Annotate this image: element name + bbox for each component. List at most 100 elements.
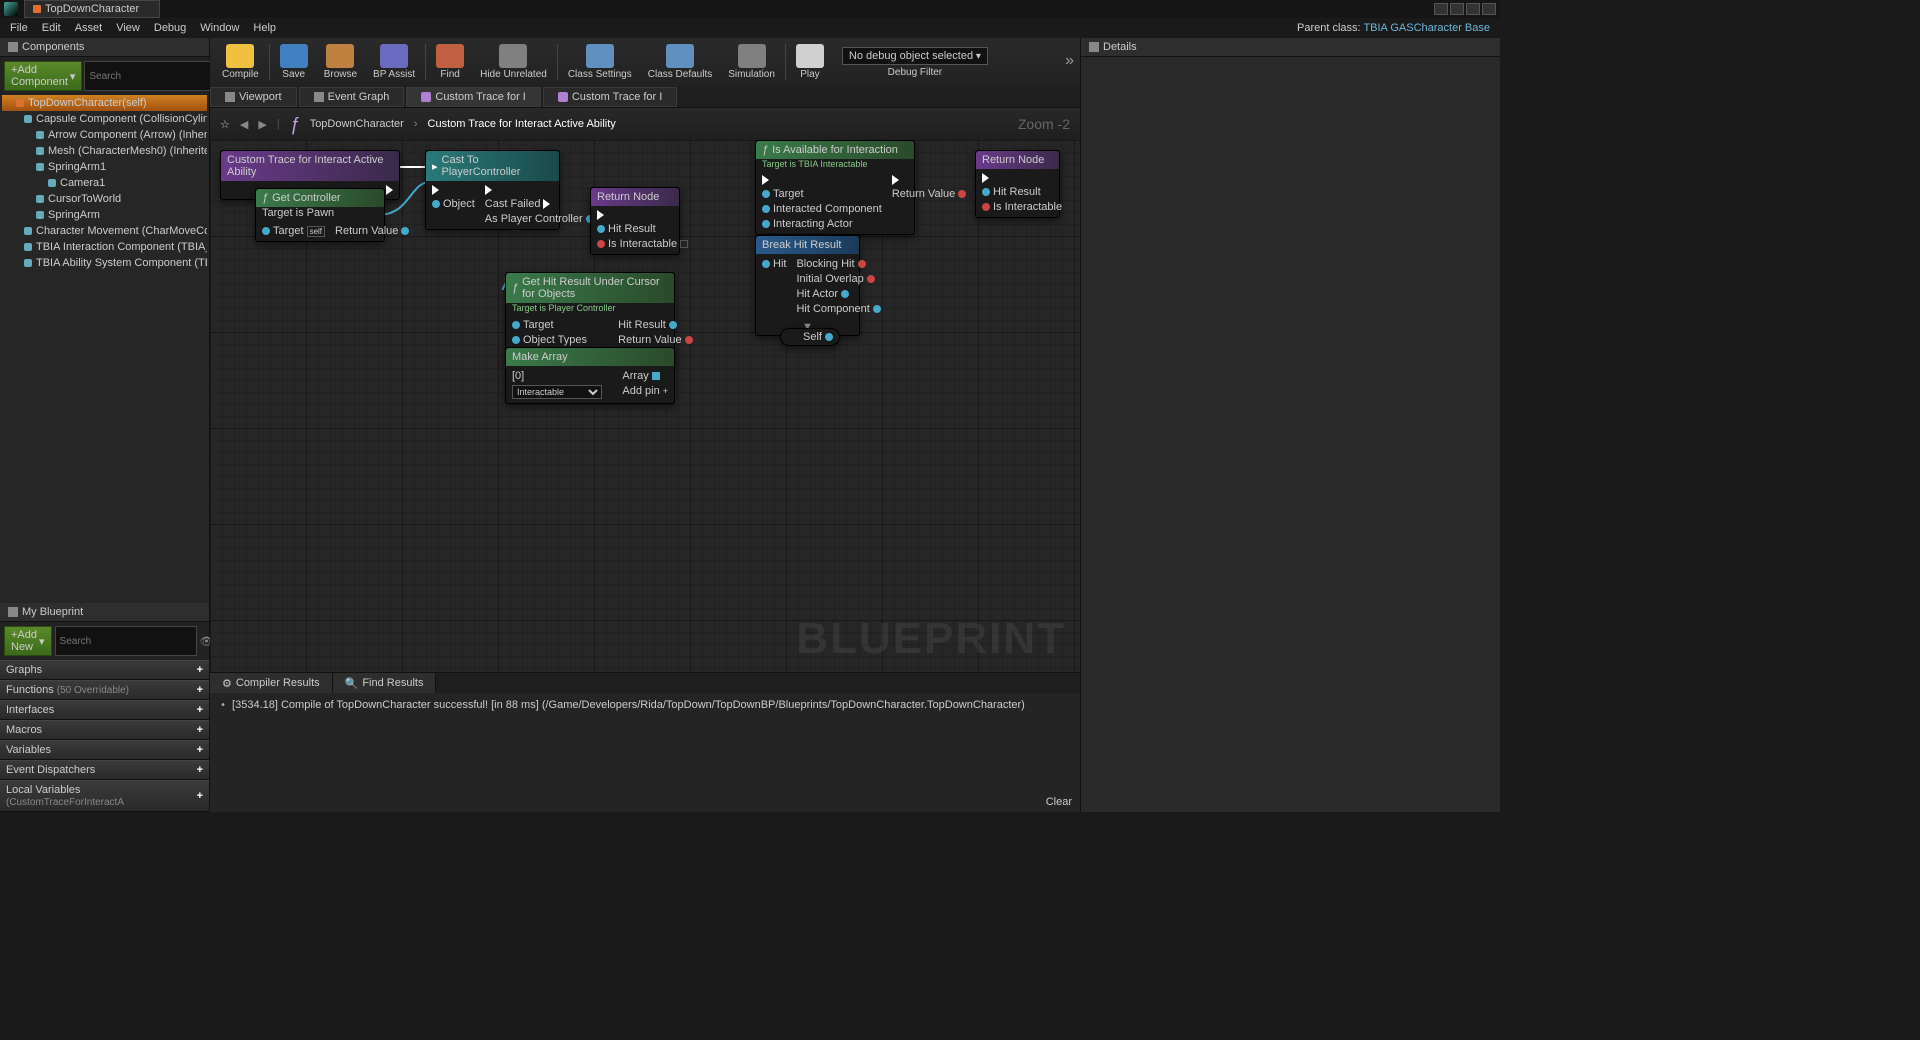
- myblueprint-category[interactable]: Functions (50 Overridable)+: [0, 680, 209, 700]
- component-icon: [36, 195, 44, 203]
- add-icon[interactable]: +: [197, 724, 203, 736]
- parent-class-link[interactable]: TBIA GASCharacter Base: [1363, 22, 1490, 34]
- favorite-icon[interactable]: ☆: [220, 118, 230, 131]
- component-icon: [24, 227, 32, 235]
- component-item[interactable]: SpringArm1: [2, 159, 207, 175]
- myblueprint-search-input[interactable]: [55, 626, 197, 656]
- actor-icon: [16, 99, 24, 107]
- nav-forward-icon[interactable]: ▶: [258, 118, 266, 131]
- toolbar-class-settings-button[interactable]: Class Settings: [562, 42, 638, 82]
- menu-debug[interactable]: Debug: [154, 22, 186, 34]
- add-icon[interactable]: +: [197, 764, 203, 776]
- add-icon[interactable]: +: [197, 684, 203, 696]
- details-panel: Details: [1080, 38, 1500, 812]
- node-is-available[interactable]: ƒ Is Available for Interaction Target is…: [755, 140, 915, 235]
- toolbar-simulation-button[interactable]: Simulation: [722, 42, 781, 82]
- toolbar-class-defaults-button[interactable]: Class Defaults: [642, 42, 718, 82]
- menu-help[interactable]: Help: [253, 22, 276, 34]
- unreal-logo-icon: [4, 2, 18, 16]
- graph-icon: [314, 92, 324, 102]
- window-controls: [1434, 3, 1500, 15]
- add-icon[interactable]: +: [197, 790, 203, 802]
- component-item[interactable]: TBIA Interaction Component (TBIA_Intera: [2, 239, 207, 255]
- toolbar-find-button[interactable]: Find: [430, 42, 470, 82]
- toolbar-bp-assist-button[interactable]: BP Assist: [367, 42, 421, 82]
- menu-view[interactable]: View: [116, 22, 140, 34]
- component-item[interactable]: Mesh (CharacterMesh0) (Inherited): [2, 143, 207, 159]
- breadcrumb-root[interactable]: TopDownCharacter: [310, 118, 404, 130]
- node-self[interactable]: Self: [780, 328, 840, 346]
- myblueprint-category[interactable]: Variables+: [0, 740, 209, 760]
- component-item[interactable]: Camera1: [2, 175, 207, 191]
- menu-window[interactable]: Window: [200, 22, 239, 34]
- menu-edit[interactable]: Edit: [42, 22, 61, 34]
- menu-asset[interactable]: Asset: [75, 22, 103, 34]
- zoom-label: Zoom -2: [1018, 116, 1070, 132]
- menu-file[interactable]: File: [10, 22, 28, 34]
- toolbar-overflow-icon[interactable]: »: [1065, 52, 1074, 70]
- graph-tab[interactable]: Custom Trace for I: [406, 87, 540, 107]
- component-item[interactable]: SpringArm: [2, 207, 207, 223]
- menu-bar: File Edit Asset View Debug Window Help P…: [0, 18, 1500, 38]
- details-panel-tab[interactable]: Details: [1081, 38, 1500, 57]
- add-component-button[interactable]: +Add Component▾: [4, 61, 82, 91]
- toolbar-browse-button[interactable]: Browse: [318, 42, 363, 82]
- class defaults-icon: [666, 44, 694, 68]
- add-icon[interactable]: +: [197, 744, 203, 756]
- components-panel-tab[interactable]: Components: [0, 38, 209, 57]
- graph-tab[interactable]: Custom Trace for I: [543, 87, 677, 107]
- hide unrelated-icon: [499, 44, 527, 68]
- toolbar-play-button[interactable]: Play: [790, 42, 830, 82]
- node-break-hit-result[interactable]: Break Hit Result Hit Blocking Hit Initia…: [755, 235, 860, 336]
- find-results-tab[interactable]: 🔍Find Results: [333, 673, 437, 693]
- component-item[interactable]: TBIA Ability System Component (TBIA_Al: [2, 255, 207, 271]
- components-search-input[interactable]: [84, 61, 226, 91]
- myblueprint-category[interactable]: Event Dispatchers+: [0, 760, 209, 780]
- graph-tab[interactable]: Viewport: [210, 87, 297, 107]
- myblueprint-category[interactable]: Graphs+: [0, 660, 209, 680]
- function-icon: [421, 92, 431, 102]
- add-icon[interactable]: +: [197, 704, 203, 716]
- toolbar-compile-button[interactable]: Compile: [216, 42, 265, 82]
- array-element-select[interactable]: Interactable: [512, 385, 602, 399]
- play-icon: [796, 44, 824, 68]
- my-blueprint-panel-tab[interactable]: My Blueprint: [0, 603, 209, 622]
- add-new-button[interactable]: +Add New▾: [4, 626, 52, 656]
- bp assist-icon: [380, 44, 408, 68]
- nav-back-icon[interactable]: ◀: [240, 118, 248, 131]
- maximize-button[interactable]: [1450, 3, 1464, 15]
- debug-filter: No debug object selected ▾ Debug Filter: [842, 47, 988, 78]
- component-icon: [36, 163, 44, 171]
- breadcrumb-leaf[interactable]: Custom Trace for Interact Active Ability: [428, 118, 616, 130]
- toolbar-hide-unrelated-button[interactable]: Hide Unrelated: [474, 42, 553, 82]
- component-item[interactable]: Arrow Component (Arrow) (Inherited): [2, 127, 207, 143]
- node-cast-to-playercontroller[interactable]: ▸ Cast To PlayerController Object Cast F…: [425, 150, 560, 230]
- component-root[interactable]: TopDownCharacter(self): [2, 95, 207, 111]
- component-item[interactable]: Character Movement (CharMoveComp) (I: [2, 223, 207, 239]
- restore-button[interactable]: [1466, 3, 1480, 15]
- myblueprint-category[interactable]: Interfaces+: [0, 700, 209, 720]
- node-return-1[interactable]: Return Node Hit Result Is Interactable: [590, 187, 680, 255]
- toolbar: CompileSaveBrowseBP AssistFindHide Unrel…: [210, 38, 1080, 86]
- add-icon[interactable]: +: [197, 664, 203, 676]
- toolbar-save-button[interactable]: Save: [274, 42, 314, 82]
- compiler-results-tab[interactable]: ⚙Compiler Results: [210, 673, 333, 693]
- results-panel: ⚙Compiler Results 🔍Find Results • [3534.…: [210, 672, 1080, 812]
- minimize-button[interactable]: [1434, 3, 1448, 15]
- graph-tab[interactable]: Event Graph: [299, 87, 405, 107]
- myblueprint-category[interactable]: Local Variables (CustomTraceForInteractA…: [0, 780, 209, 812]
- close-button[interactable]: [1482, 3, 1496, 15]
- component-item[interactable]: CursorToWorld: [2, 191, 207, 207]
- component-item[interactable]: Capsule Component (CollisionCylinder) (: [2, 111, 207, 127]
- blueprint-watermark: BLUEPRINT: [796, 614, 1066, 664]
- graph-canvas[interactable]: Custom Trace for Interact Active Ability…: [210, 140, 1080, 672]
- clear-button[interactable]: Clear: [1046, 796, 1072, 808]
- document-tab[interactable]: TopDownCharacter: [24, 0, 160, 18]
- myblueprint-category[interactable]: Macros+: [0, 720, 209, 740]
- center-area: CompileSaveBrowseBP AssistFindHide Unrel…: [210, 38, 1080, 812]
- node-make-array[interactable]: Make Array [0] Interactable Array Add pi…: [505, 347, 675, 404]
- node-return-2[interactable]: Return Node Hit Result Is Interactable: [975, 150, 1060, 218]
- node-get-controller[interactable]: ƒ Get Controller Target is Pawn Target s…: [255, 188, 385, 242]
- debug-object-select[interactable]: No debug object selected ▾: [842, 47, 988, 65]
- find-icon: [436, 44, 464, 68]
